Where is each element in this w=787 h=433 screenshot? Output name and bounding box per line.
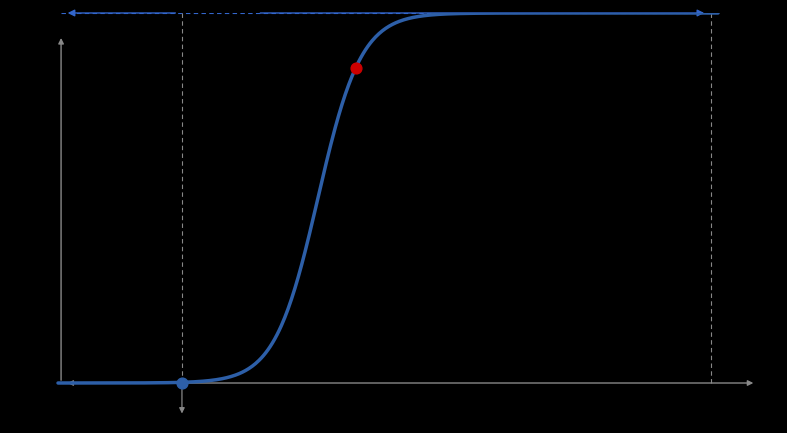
Point: [176, 380, 188, 387]
Point: [349, 65, 362, 71]
